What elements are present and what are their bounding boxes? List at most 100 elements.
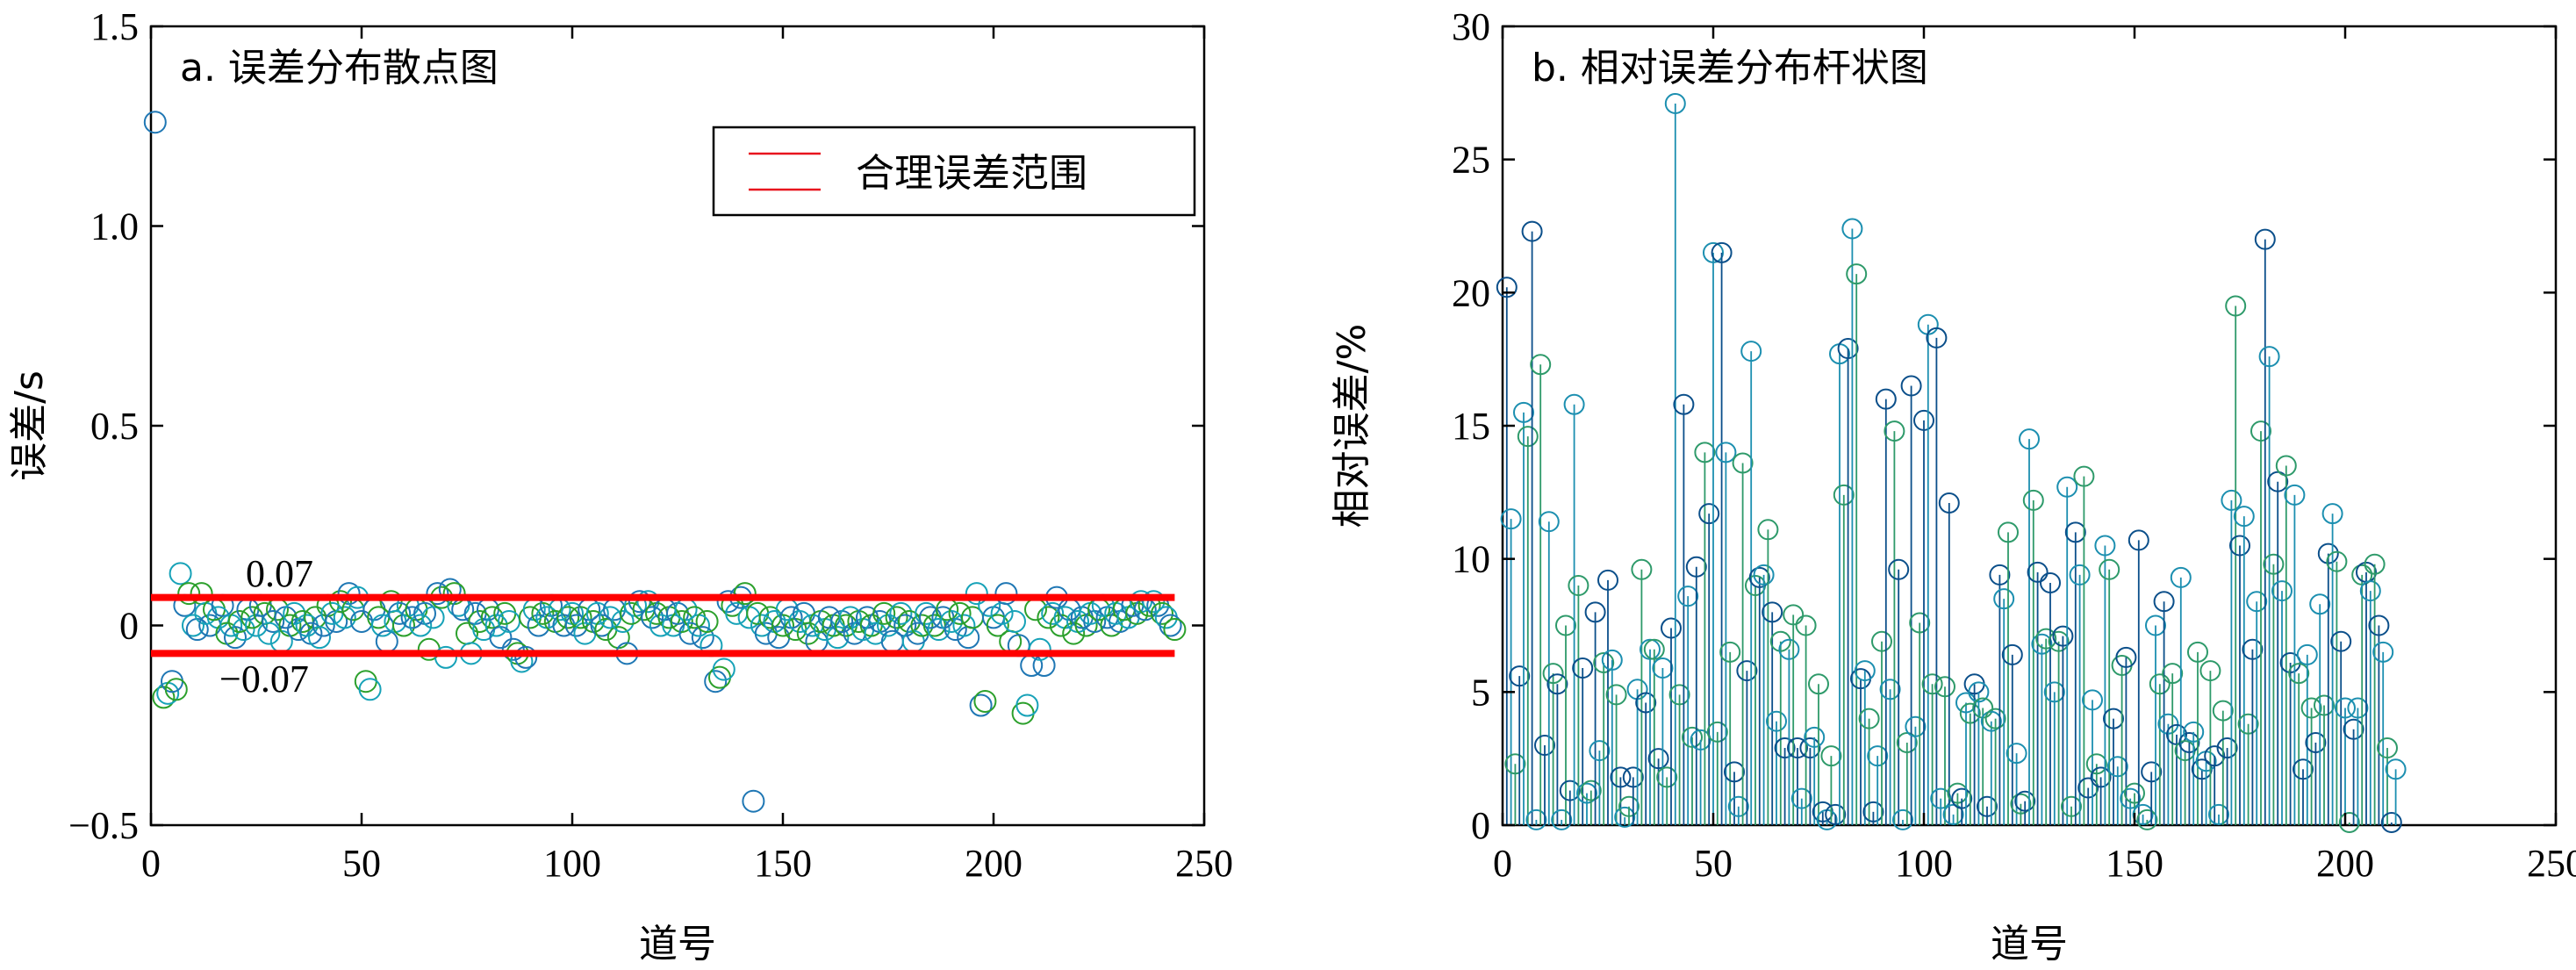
stem-marker	[1589, 740, 1611, 762]
stem-lines	[1496, 92, 2407, 833]
stem-marker	[1947, 782, 1969, 804]
data-point	[885, 606, 908, 629]
stem-marker	[2275, 455, 2297, 477]
stem-marker	[1804, 726, 1826, 748]
stem-marker	[2204, 745, 2226, 767]
data-point	[611, 609, 635, 633]
stem-marker	[1892, 808, 1913, 830]
y-tick-label: 0	[119, 605, 139, 648]
y-tick-label: 1.0	[90, 205, 139, 248]
data-point	[198, 614, 222, 637]
stem-marker	[1538, 511, 1560, 533]
stem-marker	[2208, 803, 2229, 825]
stem-marker	[2258, 346, 2280, 368]
stem-marker	[1980, 710, 2002, 732]
stem-marker	[1727, 795, 1749, 817]
data-point	[219, 614, 243, 637]
x-tick-label: 150	[2106, 842, 2163, 885]
data-point	[421, 606, 445, 629]
stem-marker	[1938, 492, 1960, 514]
data-point	[1062, 622, 1086, 645]
data-point	[527, 614, 550, 637]
stem-marker	[1530, 354, 1552, 376]
data-point	[641, 606, 664, 629]
stem-marker	[1576, 782, 1597, 804]
data-point	[194, 601, 218, 625]
stem-marker	[1884, 420, 1905, 442]
y-axis-label: 误差/s	[7, 370, 52, 481]
stem-marker	[2082, 689, 2103, 711]
data-point	[927, 618, 951, 642]
data-point	[889, 601, 913, 625]
stem-marker	[2296, 643, 2318, 665]
x-tick-label: 0	[141, 842, 161, 885]
data-point	[426, 582, 449, 606]
stem-marker	[2124, 782, 2145, 804]
stem-marker	[2314, 694, 2335, 716]
stem-marker	[2187, 641, 2208, 663]
data-point	[164, 678, 188, 701]
data-point	[742, 789, 765, 813]
stem-marker	[1580, 780, 1602, 801]
stem-marker	[2305, 731, 2327, 753]
stem-marker	[2064, 521, 2086, 543]
data-point	[182, 614, 205, 637]
stem-marker	[2073, 465, 2095, 487]
stem-marker	[1799, 737, 1821, 759]
stem-marker	[2178, 731, 2200, 753]
stem-marker	[1640, 638, 1661, 660]
data-point	[1032, 654, 1056, 677]
ref-line-label-upper: 0.07	[246, 552, 313, 595]
data-point	[986, 614, 1009, 637]
data-point	[1003, 609, 1026, 633]
stem-marker	[1668, 684, 1690, 706]
stem-marker	[1618, 795, 1640, 817]
data-point	[143, 111, 167, 134]
stem-marker	[2132, 803, 2154, 825]
data-point	[535, 606, 559, 629]
legend-box	[712, 126, 1196, 217]
stem-marker	[1597, 569, 1618, 591]
stem-marker	[2263, 553, 2285, 575]
data-point	[830, 609, 854, 633]
stem-marker	[2372, 641, 2394, 663]
data-point	[169, 562, 192, 586]
stem-marker	[1748, 566, 1770, 588]
y-tick-label: 0.5	[90, 405, 139, 448]
stem-marker	[2056, 476, 2078, 498]
x-tick-label: 0	[1493, 842, 1512, 885]
stem-marker	[2271, 580, 2293, 602]
stem-marker	[2061, 795, 2082, 817]
scatter-panel: 0 50 100 150 200 250−0.500.51.01.5 a. 误差分布散点图…	[7, 5, 1233, 966]
stem-marker	[2267, 471, 2289, 492]
data-point	[556, 606, 580, 629]
stem-marker	[2347, 697, 2369, 719]
stem-marker	[2326, 550, 2348, 572]
stem-marker	[1959, 702, 1981, 724]
y-tick-label: 15	[1452, 405, 1490, 448]
data-point	[898, 609, 921, 633]
x-tick-label: 200	[965, 842, 1023, 885]
stem-marker	[1724, 761, 1745, 783]
x-tick-label: 50	[1694, 842, 1733, 885]
stem-marker	[1757, 519, 1779, 541]
data-point	[817, 606, 841, 629]
chart-title: a. 误差分布散点图	[180, 46, 499, 90]
stem-marker	[2040, 571, 2061, 593]
data-point	[657, 606, 681, 629]
data-point	[1011, 701, 1035, 725]
stem-marker	[1905, 715, 1927, 737]
stem-marker	[1820, 745, 1842, 767]
data-point	[1154, 606, 1178, 629]
stem-marker	[1993, 588, 2015, 610]
stem-marker	[1559, 780, 1581, 801]
data-point	[531, 601, 555, 625]
data-point	[1070, 606, 1094, 629]
x-axis-label: 道号	[1991, 922, 2068, 966]
stem-marker	[1998, 521, 2019, 543]
stem-marker	[1862, 801, 1884, 823]
data-point	[203, 598, 226, 622]
stem-marker	[1888, 558, 1910, 580]
stem-marker	[1525, 808, 1547, 830]
